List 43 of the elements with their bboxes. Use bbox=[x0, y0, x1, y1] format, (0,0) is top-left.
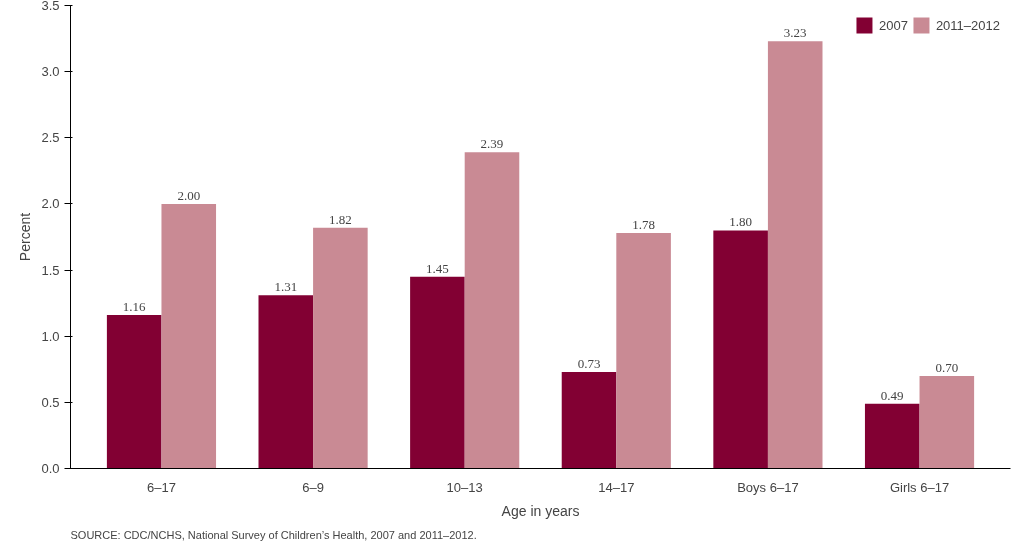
legend-label: 2011–2012 bbox=[935, 17, 1000, 33]
bar bbox=[161, 203, 217, 469]
bar bbox=[561, 371, 617, 469]
bar bbox=[919, 375, 975, 469]
bar bbox=[767, 41, 823, 469]
bar bbox=[464, 152, 520, 469]
x-tick-label: 6–17 bbox=[147, 479, 176, 495]
y-tick-label: 3.5 bbox=[41, 0, 60, 13]
y-tick-label: 3.0 bbox=[41, 64, 60, 80]
bar bbox=[106, 315, 162, 469]
data-label: 1.78 bbox=[632, 217, 655, 233]
bar bbox=[864, 403, 920, 469]
y-tick-label: 2.0 bbox=[41, 196, 60, 212]
x-tick-label: 10–13 bbox=[446, 479, 483, 495]
y-tick-label: 0.5 bbox=[41, 394, 60, 410]
data-label: 0.49 bbox=[880, 387, 904, 403]
bar bbox=[258, 295, 314, 469]
bar bbox=[410, 276, 465, 469]
x-tick-label: Girls 6–17 bbox=[889, 479, 950, 495]
x-tick-label: 6–9 bbox=[302, 479, 324, 495]
y-axis-title: Percent bbox=[17, 212, 34, 262]
x-tick-label: 14–17 bbox=[598, 479, 635, 495]
legend-label: 2007 bbox=[878, 17, 908, 33]
data-label: 1.16 bbox=[122, 299, 147, 315]
bar bbox=[313, 227, 368, 469]
source-note: SOURCE: CDC/NCHS, National Survey of Children’s Health, 2007 and 2011–2012. bbox=[70, 528, 477, 541]
y-tick-label: 1.0 bbox=[41, 328, 60, 344]
x-tick-label: Boys 6–17 bbox=[737, 479, 799, 495]
data-label: 1.82 bbox=[329, 211, 352, 227]
x-axis-title: Age in years bbox=[501, 502, 580, 519]
data-label: 1.80 bbox=[729, 214, 752, 230]
data-label: 3.23 bbox=[783, 25, 807, 41]
y-tick-label: 2.5 bbox=[41, 130, 60, 146]
bar bbox=[713, 230, 768, 469]
data-label: 0.70 bbox=[935, 359, 959, 375]
data-label: 2.00 bbox=[177, 187, 201, 203]
data-label: 2.39 bbox=[480, 136, 504, 152]
y-tick-label: 1.5 bbox=[41, 262, 60, 278]
data-label: 0.73 bbox=[577, 355, 601, 371]
data-label: 1.31 bbox=[274, 279, 298, 295]
data-label: 1.45 bbox=[426, 260, 449, 276]
bar bbox=[616, 233, 671, 469]
y-tick-label: 0.0 bbox=[41, 461, 60, 476]
